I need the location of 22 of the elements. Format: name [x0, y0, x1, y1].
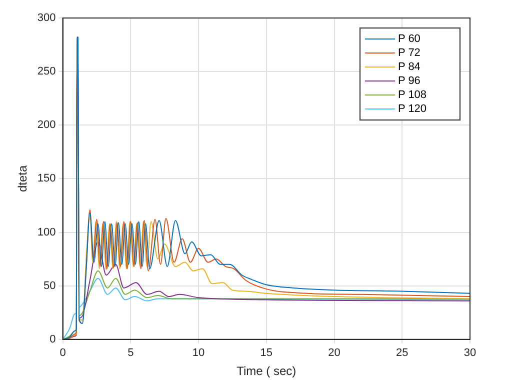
x-tick-label: 15	[260, 347, 272, 360]
x-tick-label: 0	[60, 347, 66, 360]
y-tick-label: 0	[50, 333, 56, 346]
legend-label: P 96	[398, 75, 420, 88]
y-tick-label: 50	[44, 280, 56, 292]
y-axis-title: dteta	[16, 165, 30, 192]
x-tick-label: 25	[396, 347, 408, 360]
legend-label: P 108	[398, 89, 427, 102]
y-tick-label: 200	[37, 119, 56, 132]
x-tick-label: 20	[328, 347, 340, 360]
y-tick-label: 150	[37, 172, 56, 185]
x-tick-label: 5	[128, 347, 134, 360]
y-tick-label: 300	[37, 12, 56, 24]
legend-label: P 84	[398, 61, 420, 74]
legend-label: P 120	[398, 103, 427, 116]
legend-label: P 72	[398, 47, 420, 60]
y-tick-label: 250	[37, 66, 56, 78]
x-axis-title: Time ( sec)	[236, 364, 296, 378]
y-tick-label: 100	[37, 226, 56, 238]
legend-label: P 60	[398, 33, 420, 46]
x-tick-label: 30	[464, 347, 476, 360]
x-tick-label: 10	[192, 347, 205, 360]
